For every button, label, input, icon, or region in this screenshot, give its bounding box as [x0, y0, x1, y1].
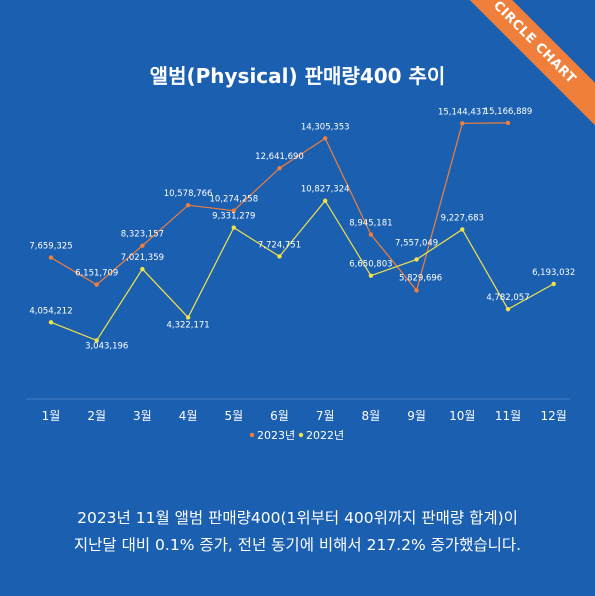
data-point-2022년-7: [323, 198, 328, 203]
data-label-2022년-5: 9,331,279: [212, 212, 255, 222]
x-tick-label: 11월: [495, 409, 521, 423]
data-label-2022년-10: 9,227,683: [441, 213, 484, 223]
data-point-2022년-11: [505, 307, 511, 312]
data-point-2023년-1: [48, 255, 54, 260]
legend-label-2022년: 2022년: [306, 429, 344, 442]
x-tick-label: 2월: [87, 409, 106, 423]
data-point-2022년-10: [460, 227, 465, 232]
data-point-2023년-8: [368, 232, 374, 237]
data-point-2022년-3: [140, 266, 145, 272]
data-label-2022년-3: 7,021,359: [121, 253, 164, 263]
x-tick-label: 1월: [42, 409, 61, 423]
data-point-2023년-11: [505, 120, 511, 126]
data-point-2022년-5: [231, 225, 236, 230]
data-label-2023년-9: 5,829,696: [399, 273, 442, 283]
data-label-2022년-7: 10,827,324: [301, 185, 350, 195]
data-label-2023년-7: 14,305,353: [301, 122, 350, 132]
data-point-2023년-9: [414, 288, 419, 293]
data-point-2022년-4: [185, 315, 191, 320]
x-tick-label: 6월: [270, 409, 289, 423]
data-label-2022년-11: 4,782,057: [486, 293, 529, 303]
x-tick-label: 7월: [316, 409, 335, 423]
data-point-2023년-4: [185, 203, 191, 208]
x-tick-label: 8월: [362, 409, 381, 423]
x-tick-label: 10월: [449, 409, 475, 423]
legend-marker-2023년: [249, 432, 255, 438]
data-point-2023년-3: [140, 243, 145, 248]
data-label-2022년-9: 7,557,049: [395, 238, 438, 248]
data-label-2023년-11: 15,166,889: [484, 107, 533, 117]
data-label-2023년-4: 10,578,766: [164, 189, 213, 199]
data-point-2022년-2: [94, 338, 99, 343]
data-point-2022년-6: [277, 254, 282, 259]
x-tick-label: 5월: [224, 409, 243, 423]
data-label-2022년-4: 4,322,171: [166, 320, 209, 330]
data-label-2022년-8: 6,650,803: [349, 260, 392, 270]
legend-label-2023년: 2023년: [257, 429, 295, 442]
data-label-2023년-6: 12,641,690: [255, 152, 304, 162]
x-tick-label: 9월: [407, 409, 426, 423]
data-point-2023년-2: [94, 282, 99, 287]
data-point-2023년-7: [323, 136, 328, 141]
data-point-2022년-9: [414, 257, 419, 262]
data-point-2023년-10: [460, 121, 465, 126]
data-label-2023년-5: 10,274,258: [209, 195, 258, 205]
data-label-2022년-2: 3,043,196: [85, 341, 128, 351]
data-label-2022년-1: 4,054,212: [29, 306, 72, 316]
data-point-2022년-12: [551, 281, 556, 287]
data-point-2022년-8: [368, 273, 374, 278]
x-tick-label: 12월: [541, 409, 567, 423]
data-point-2023년-5: [231, 208, 236, 213]
data-label-2023년-1: 7,659,325: [29, 242, 72, 252]
chart-title: 앨범(Physical) 판매량400 추이: [149, 64, 446, 88]
data-label-2023년-2: 6,151,709: [75, 269, 118, 279]
series-line-2022년: [50, 199, 554, 342]
caption-line-1: 2023년 11월 앨범 판매량400(1위부터 400위까지 판매량 합계)이: [77, 509, 518, 527]
data-label-2023년-10: 15,144,437: [438, 107, 487, 117]
data-label-2023년-3: 8,323,157: [121, 230, 164, 240]
data-point-2022년-1: [48, 320, 54, 325]
caption-line-2: 지난달 대비 0.1% 증가, 전년 동기에 비해서 217.2% 증가했습니다…: [73, 536, 522, 554]
data-point-2023년-6: [277, 165, 282, 171]
data-label-2023년-8: 8,945,181: [349, 219, 392, 229]
data-label-2022년-12: 6,193,032: [532, 268, 575, 278]
data-label-2022년-6: 7,724,751: [258, 240, 301, 250]
series-line-2023년: [50, 122, 509, 292]
legend-marker-2022년: [298, 432, 304, 438]
x-tick-label: 3월: [133, 409, 152, 423]
x-tick-label: 4월: [179, 409, 198, 423]
